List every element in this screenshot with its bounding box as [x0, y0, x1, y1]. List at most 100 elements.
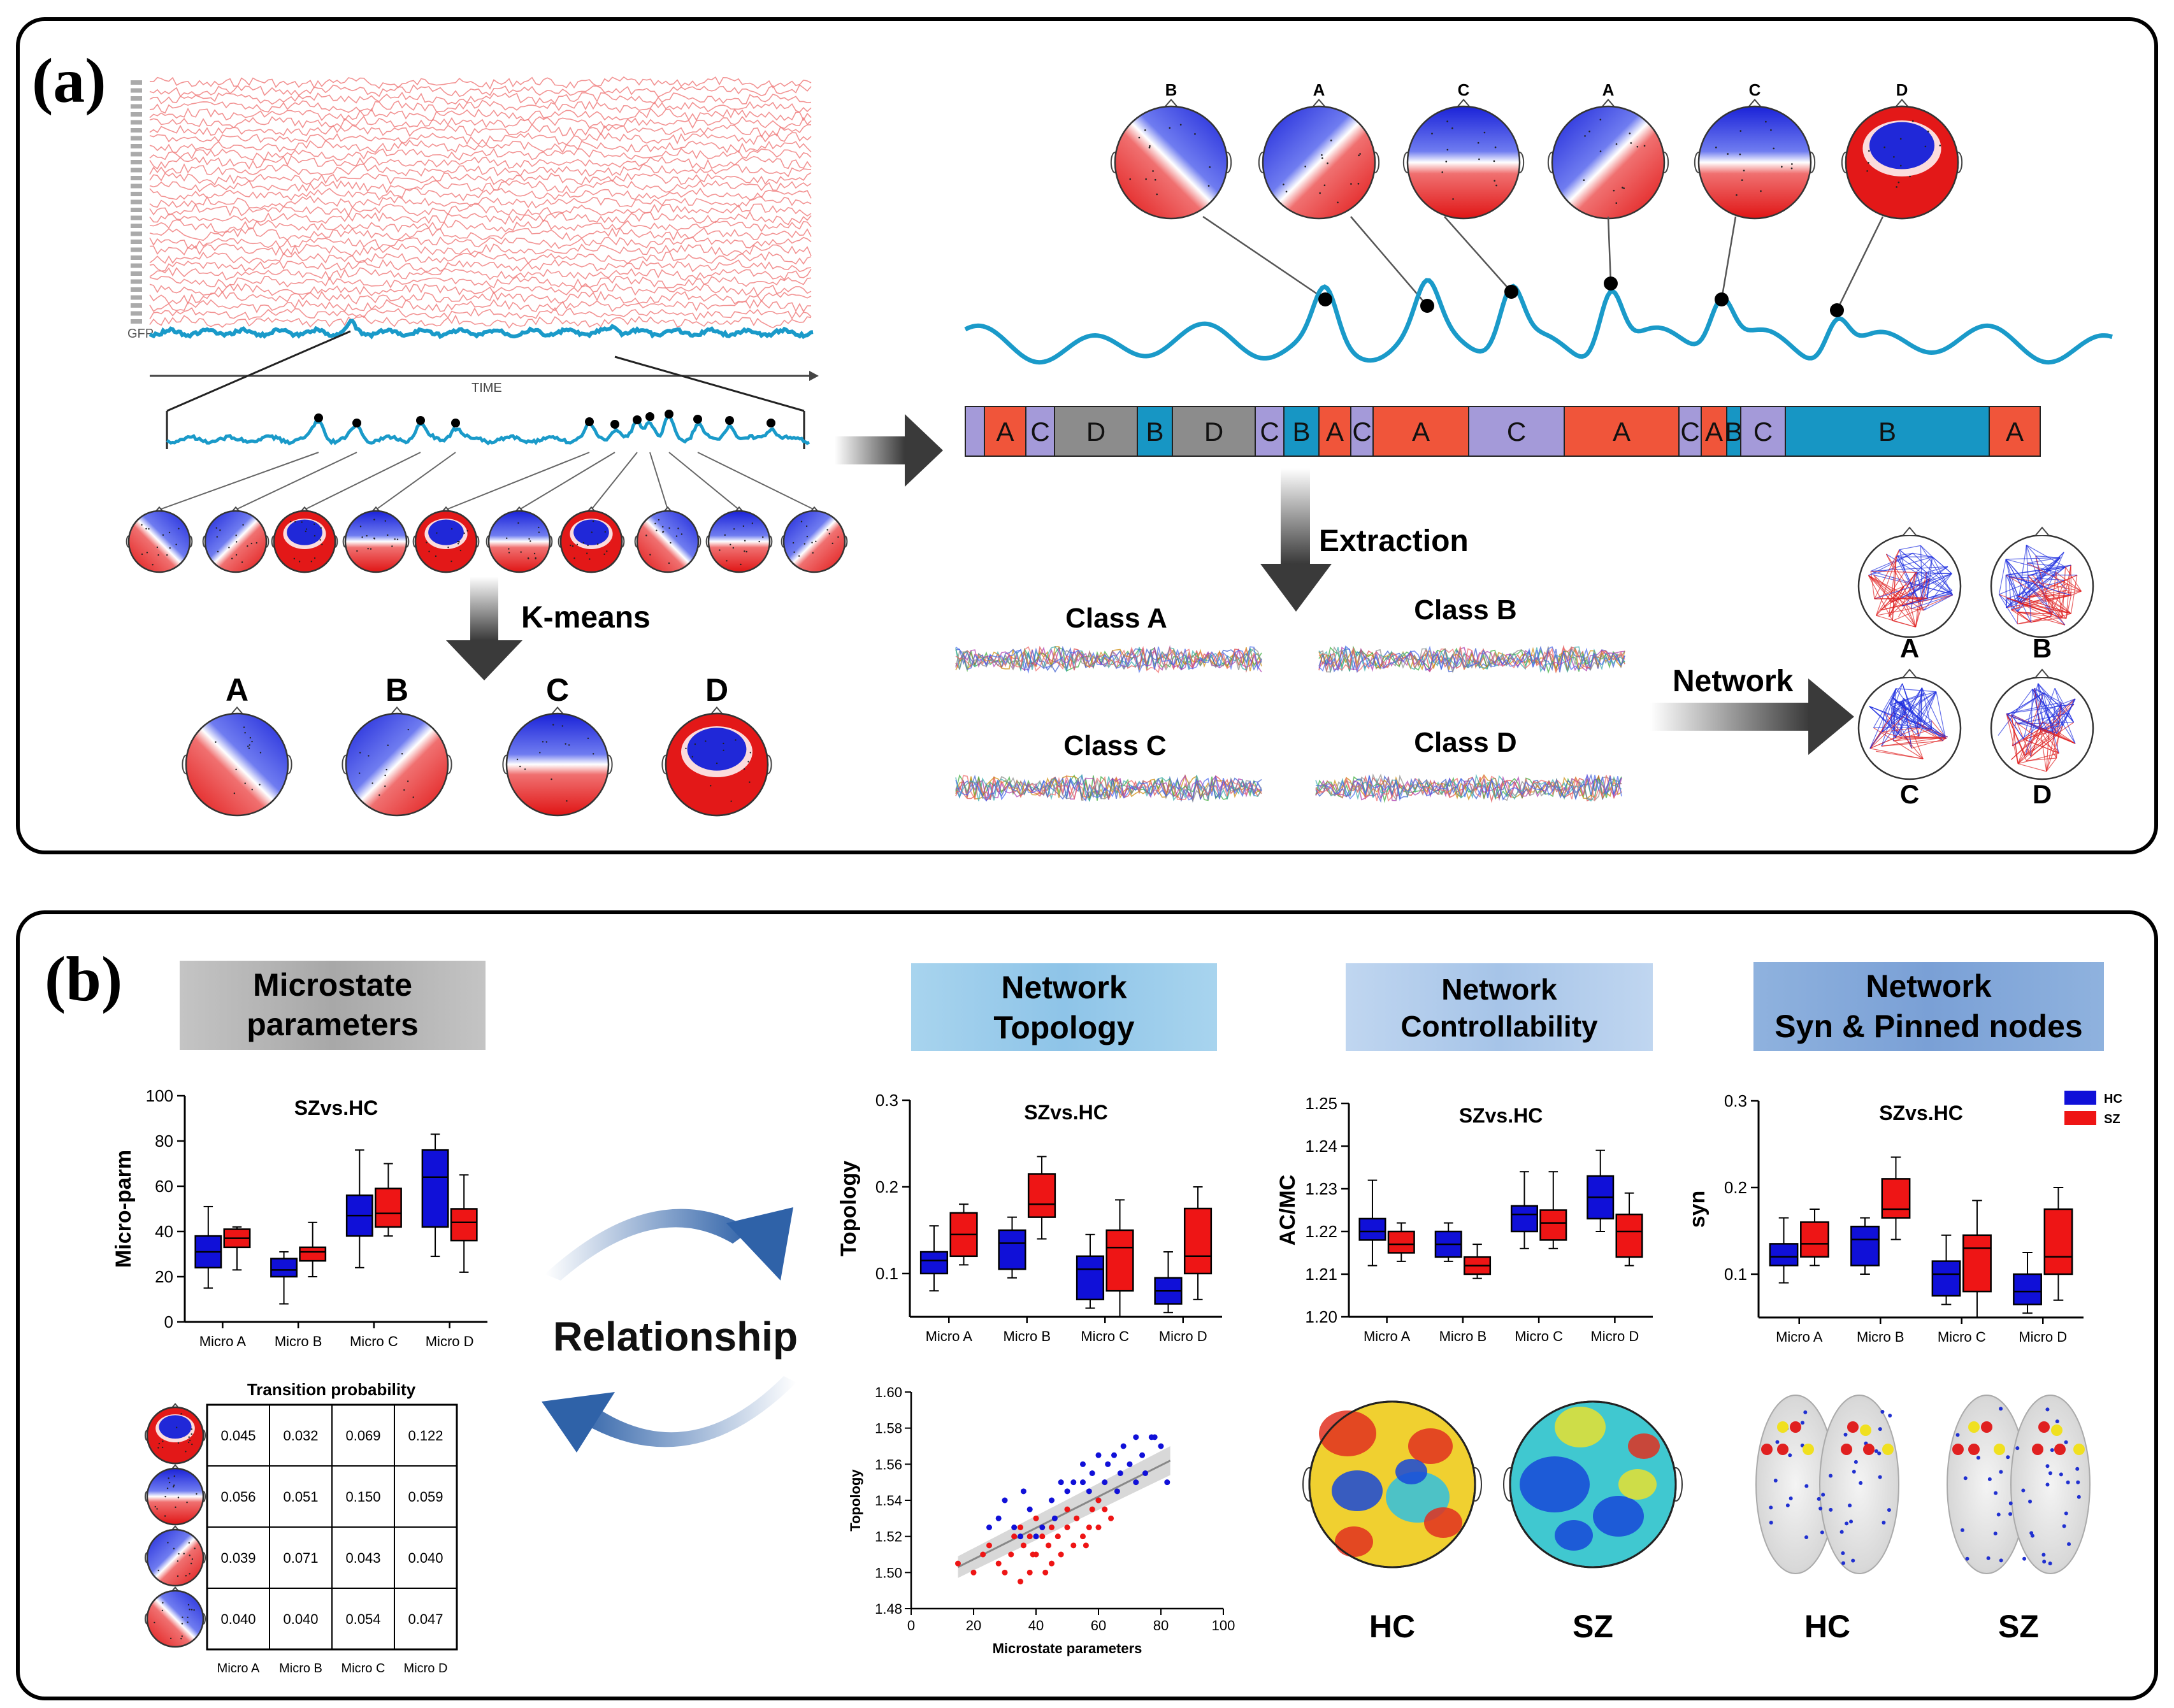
nose: [390, 706, 404, 715]
eeg-channel-tick: [131, 215, 142, 220]
nose: [2035, 668, 2049, 678]
header-controllability-line2: Controllability: [1400, 1010, 1598, 1043]
brain-node: [2015, 1446, 2020, 1451]
matrix-col-label: Micro A: [217, 1661, 260, 1676]
chart-title: SZvs.HC: [1024, 1101, 1108, 1124]
electrode-dot: [298, 561, 301, 563]
head: [185, 712, 289, 817]
matrix-cell: 0.045: [220, 1428, 256, 1444]
electrode-dot: [710, 785, 712, 787]
connector-line: [697, 452, 815, 510]
electrode-dot: [187, 1441, 190, 1444]
scatter-point-sz: [1020, 1542, 1026, 1549]
electrode-dot: [517, 522, 519, 524]
network-edge: [1868, 575, 1893, 621]
electrode-dot: [173, 1547, 175, 1550]
eeg-channel-tick: [131, 240, 142, 244]
brain-node: [2042, 1560, 2047, 1564]
x-tick-label: Micro A: [199, 1333, 247, 1349]
network-topomap: [1857, 668, 1962, 780]
electrode-dot: [319, 539, 321, 541]
network-class-label: C: [1900, 779, 1919, 809]
head: [487, 510, 551, 573]
panel-a-label: (a): [32, 45, 106, 116]
pinned-node: [1863, 1444, 1875, 1455]
box-sz: [1881, 1178, 1911, 1219]
small-topomap: [126, 506, 193, 573]
nose: [1894, 98, 1910, 108]
network-edge: [2051, 614, 2059, 618]
x-tick-label: Micro D: [1590, 1328, 1639, 1344]
x-tick-label: Micro C: [350, 1333, 398, 1349]
network-edge: [2017, 693, 2044, 764]
network-edge: [1907, 739, 1912, 749]
electrode-dot: [459, 549, 462, 552]
zoom-line-right: [614, 355, 805, 412]
y-tick-label: 0.1: [1724, 1265, 1747, 1284]
electrode-dot: [387, 534, 389, 536]
legend-hc-label: HC: [2104, 1092, 2122, 1106]
brain-node: [1845, 1521, 1849, 1526]
network-edge: [2028, 566, 2066, 576]
eeg-channel-tick: [131, 199, 142, 205]
network-edge: [2005, 559, 2066, 626]
electrode-dot: [243, 726, 245, 728]
network-edge: [1923, 573, 1952, 611]
network-edge: [1998, 594, 2018, 624]
scatter-point-hc: [1086, 1488, 1092, 1495]
electrode-dot: [658, 519, 660, 521]
head-outline: [1308, 1400, 1476, 1568]
electrode-dot: [152, 564, 154, 566]
network-edge: [2024, 693, 2044, 756]
network-edge: [1870, 570, 1953, 596]
electrode-dot: [506, 537, 508, 540]
x-tick-label: Micro A: [926, 1328, 973, 1344]
scatter-point-sz: [1026, 1533, 1033, 1540]
electrode-dot: [744, 540, 746, 542]
x-tick-label: Micro C: [1081, 1328, 1129, 1344]
y-tick-label: 1.52: [875, 1529, 902, 1545]
network-edge: [1876, 549, 1900, 616]
electrode-dot: [193, 1609, 195, 1611]
eeg-channel-tick: [131, 183, 142, 189]
electrode-dot: [367, 548, 369, 550]
electrode-dot: [1154, 178, 1156, 181]
electrode-dot: [570, 544, 572, 547]
small-topomap: [705, 506, 773, 573]
network-edge: [2030, 733, 2060, 757]
brain-node: [1986, 1556, 1990, 1560]
network-arrow-icon: [1650, 678, 1854, 755]
brain-node: [1800, 1443, 1804, 1447]
network-edge: [1869, 701, 1904, 749]
electrode-dot: [1866, 170, 1868, 172]
electrode-dot: [744, 550, 745, 552]
network-edge: [2027, 563, 2066, 568]
chart-title: SZvs.HC: [1459, 1104, 1543, 1127]
matrix-cell: 0.047: [408, 1611, 443, 1627]
electrode-dot: [394, 538, 396, 540]
x-axis-label: Microstate parameters: [993, 1640, 1142, 1656]
pinned-node: [2051, 1425, 2062, 1436]
box-sz: [1615, 1213, 1643, 1258]
eeg-channel-tick: [131, 80, 142, 85]
nose: [1903, 526, 1917, 536]
brain-node: [1849, 1519, 1854, 1524]
head: [127, 510, 191, 573]
electrode-dot: [191, 1443, 193, 1446]
sequence-segment-label: B: [1725, 417, 1743, 447]
network-edge: [2060, 705, 2076, 744]
electrode-dot: [1615, 143, 1618, 145]
electrode-dot: [447, 546, 449, 549]
kmeans-class-label: C: [546, 672, 569, 708]
network-edge: [1903, 698, 1943, 742]
electrode-dot: [520, 551, 522, 553]
box-hc: [270, 1258, 298, 1278]
electrode-dot: [1868, 162, 1869, 164]
network-edge: [1911, 608, 1917, 628]
electrode-dot: [572, 545, 574, 547]
network-edge: [1899, 573, 1916, 599]
controllability-sz-label: SZ: [1573, 1609, 1613, 1644]
connector-line: [668, 452, 740, 510]
electrode-dot: [603, 553, 605, 556]
scatter-point-hc: [1080, 1479, 1086, 1486]
